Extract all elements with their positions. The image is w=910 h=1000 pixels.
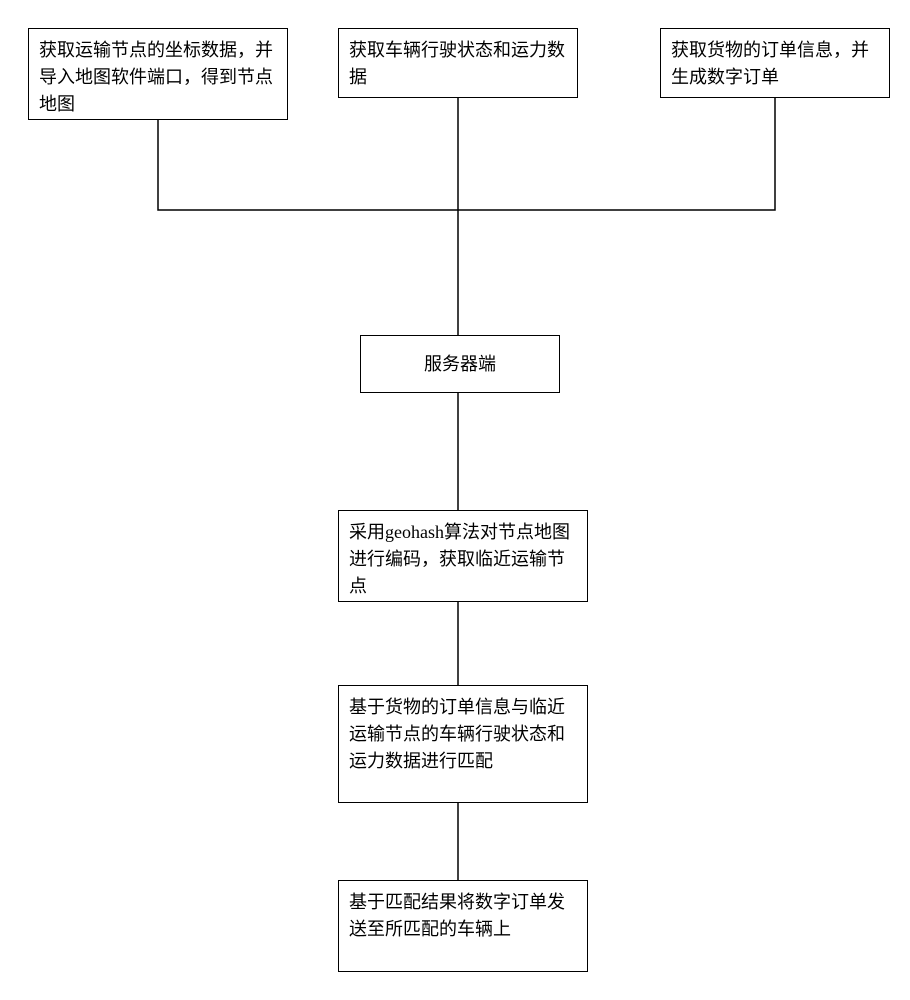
node-dispatch: 基于匹配结果将数字订单发送至所匹配的车辆上 bbox=[338, 880, 588, 972]
node-get-vehicle: 获取车辆行驶状态和运力数据 bbox=[338, 28, 578, 98]
node-label: 服务器端 bbox=[424, 351, 496, 378]
node-label: 获取车辆行驶状态和运力数据 bbox=[349, 40, 565, 87]
flowchart-canvas: 获取运输节点的坐标数据，并导入地图软件端口，得到节点地图 获取车辆行驶状态和运力… bbox=[20, 20, 890, 980]
node-label: 获取运输节点的坐标数据，并导入地图软件端口，得到节点地图 bbox=[39, 40, 273, 114]
node-label: 基于货物的订单信息与临近运输节点的车辆行驶状态和运力数据进行匹配 bbox=[349, 697, 565, 771]
node-label: 获取货物的订单信息，并生成数字订单 bbox=[671, 40, 869, 87]
node-label: 采用geohash算法对节点地图进行编码，获取临近运输节点 bbox=[349, 522, 570, 596]
node-geohash: 采用geohash算法对节点地图进行编码，获取临近运输节点 bbox=[338, 510, 588, 602]
node-match: 基于货物的订单信息与临近运输节点的车辆行驶状态和运力数据进行匹配 bbox=[338, 685, 588, 803]
node-label: 基于匹配结果将数字订单发送至所匹配的车辆上 bbox=[349, 892, 565, 939]
node-get-coords: 获取运输节点的坐标数据，并导入地图软件端口，得到节点地图 bbox=[28, 28, 288, 120]
connector-lines bbox=[20, 20, 890, 980]
node-get-order: 获取货物的订单信息，并生成数字订单 bbox=[660, 28, 890, 98]
node-server: 服务器端 bbox=[360, 335, 560, 393]
